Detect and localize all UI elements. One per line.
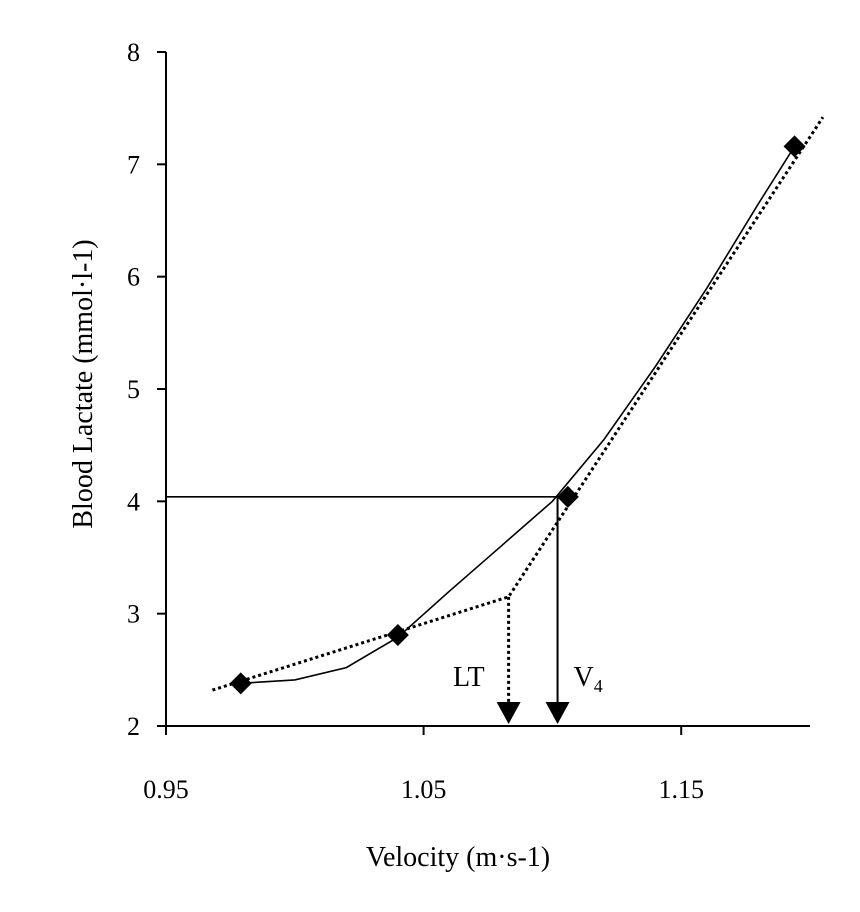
segmented-fit-line bbox=[211, 116, 825, 692]
marker-arrowhead-v bbox=[545, 702, 570, 724]
x-tick-label: 0.95 bbox=[143, 775, 189, 804]
y-tick-label: 6 bbox=[127, 263, 140, 292]
marker-label-v: V4 bbox=[574, 662, 603, 696]
marker-arrowhead-lt bbox=[496, 702, 521, 724]
fit-lines bbox=[211, 116, 825, 692]
x-axis-title-main: Velocity (m·s-1) bbox=[366, 842, 550, 873]
data-point bbox=[783, 135, 806, 158]
y-tick-label: 2 bbox=[127, 712, 140, 741]
data-points bbox=[229, 135, 806, 695]
data-point bbox=[556, 485, 579, 508]
x-axis-title: Velocity (m·s-1) bbox=[366, 842, 550, 873]
smooth-fit-curve bbox=[240, 145, 796, 685]
threshold-markers: LT V4 bbox=[453, 496, 603, 724]
y-tick-label: 5 bbox=[127, 375, 140, 404]
axes bbox=[165, 52, 810, 727]
data-point bbox=[229, 672, 252, 695]
marker-label-lt: LT bbox=[453, 662, 485, 693]
x-ticks: 0.95 1.05 1.15 bbox=[143, 726, 704, 804]
y-tick-label: 7 bbox=[127, 150, 140, 179]
x-tick-label: 1.05 bbox=[401, 775, 447, 804]
y-tick-label: 8 bbox=[127, 38, 140, 67]
y-tick-label: 4 bbox=[127, 487, 140, 516]
data-point bbox=[386, 624, 409, 647]
y-ticks: 2 3 4 5 6 7 8 bbox=[127, 38, 166, 741]
y-axis-title: Blood Lactate (mmol·l-1) bbox=[68, 239, 99, 528]
x-tick-label: 1.15 bbox=[658, 775, 704, 804]
y-tick-label: 3 bbox=[127, 600, 140, 629]
